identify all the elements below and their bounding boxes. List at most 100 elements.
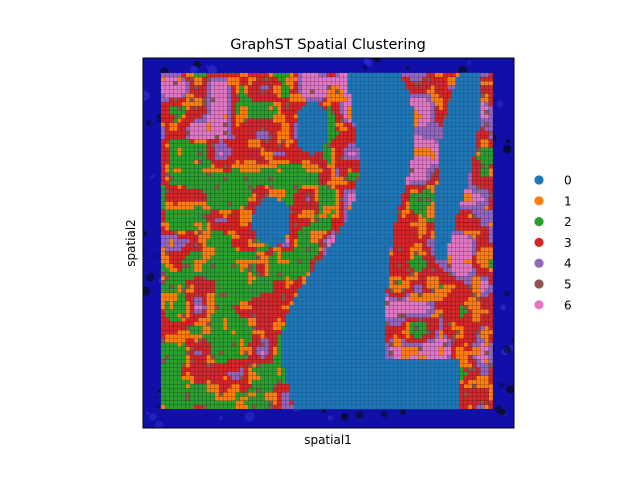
spot	[364, 300, 369, 306]
spot	[243, 101, 249, 107]
spot	[388, 217, 394, 223]
spot	[256, 242, 261, 248]
spot	[189, 284, 195, 289]
spot	[318, 234, 323, 240]
spot	[301, 317, 307, 323]
spot	[438, 81, 444, 86]
spot	[455, 122, 460, 128]
spot	[264, 226, 270, 231]
spot	[231, 276, 236, 281]
spot	[247, 193, 253, 198]
spot	[247, 85, 253, 90]
spot	[185, 151, 191, 157]
spot	[455, 159, 460, 165]
spot	[222, 143, 228, 148]
spot	[169, 114, 174, 119]
spot	[405, 76, 411, 82]
spot	[222, 201, 228, 206]
spot	[447, 325, 452, 331]
spot	[264, 105, 270, 111]
spot	[210, 118, 216, 123]
spot	[260, 89, 265, 94]
spot	[268, 284, 274, 289]
spot	[438, 122, 444, 128]
spot	[318, 101, 323, 107]
spot	[488, 234, 494, 240]
spot	[272, 85, 278, 90]
spot	[285, 247, 290, 252]
spot	[310, 222, 315, 227]
spot	[252, 313, 257, 318]
spot	[335, 276, 340, 281]
spot	[268, 305, 274, 310]
spot	[193, 238, 199, 244]
spot	[359, 238, 365, 244]
spot	[272, 222, 278, 227]
spot	[397, 226, 402, 231]
spot	[305, 234, 311, 240]
spot	[268, 222, 274, 227]
spot	[467, 151, 473, 157]
spot	[438, 155, 444, 161]
spot	[484, 197, 489, 202]
spot	[442, 188, 448, 194]
spot	[181, 151, 187, 157]
spot	[343, 217, 348, 223]
spot	[260, 222, 265, 227]
spot	[384, 205, 390, 211]
spot	[189, 122, 195, 128]
spot	[451, 134, 456, 140]
spot	[235, 176, 240, 182]
spot	[368, 309, 373, 314]
spot	[305, 93, 311, 99]
spot	[347, 93, 353, 99]
spot	[351, 130, 357, 136]
spot	[335, 105, 340, 111]
spot	[289, 193, 294, 198]
spot	[301, 168, 307, 173]
spot	[330, 172, 336, 177]
spot	[401, 321, 406, 327]
spot	[181, 164, 187, 169]
spot	[488, 85, 494, 90]
spot	[347, 188, 353, 194]
spot	[488, 168, 494, 173]
spot	[260, 147, 265, 152]
spot	[426, 93, 431, 99]
spot	[177, 197, 182, 202]
spot	[409, 251, 415, 256]
spot	[276, 242, 282, 248]
spot	[252, 164, 257, 169]
spot	[293, 147, 299, 152]
spot	[351, 147, 357, 152]
spot	[252, 305, 257, 310]
spot	[397, 76, 402, 82]
spot	[438, 296, 444, 302]
spot	[463, 230, 469, 235]
spot	[289, 234, 294, 240]
spot	[451, 155, 456, 161]
spot	[198, 143, 203, 148]
spot	[484, 259, 489, 265]
spot	[422, 300, 427, 306]
spot	[305, 180, 311, 186]
spot	[326, 72, 332, 78]
spot	[463, 296, 469, 302]
spot	[189, 263, 195, 269]
spot	[426, 217, 431, 223]
spot	[368, 234, 373, 240]
spot	[451, 234, 456, 240]
spot	[231, 101, 236, 107]
spot	[463, 110, 469, 115]
spot	[210, 271, 216, 277]
spot	[372, 101, 377, 107]
spot	[355, 151, 361, 157]
spot	[384, 72, 390, 78]
spot	[476, 89, 481, 94]
spot	[222, 242, 228, 248]
spot	[393, 217, 398, 223]
spot	[314, 321, 319, 327]
spot	[413, 321, 419, 327]
spot	[297, 288, 303, 294]
spot	[289, 280, 294, 285]
